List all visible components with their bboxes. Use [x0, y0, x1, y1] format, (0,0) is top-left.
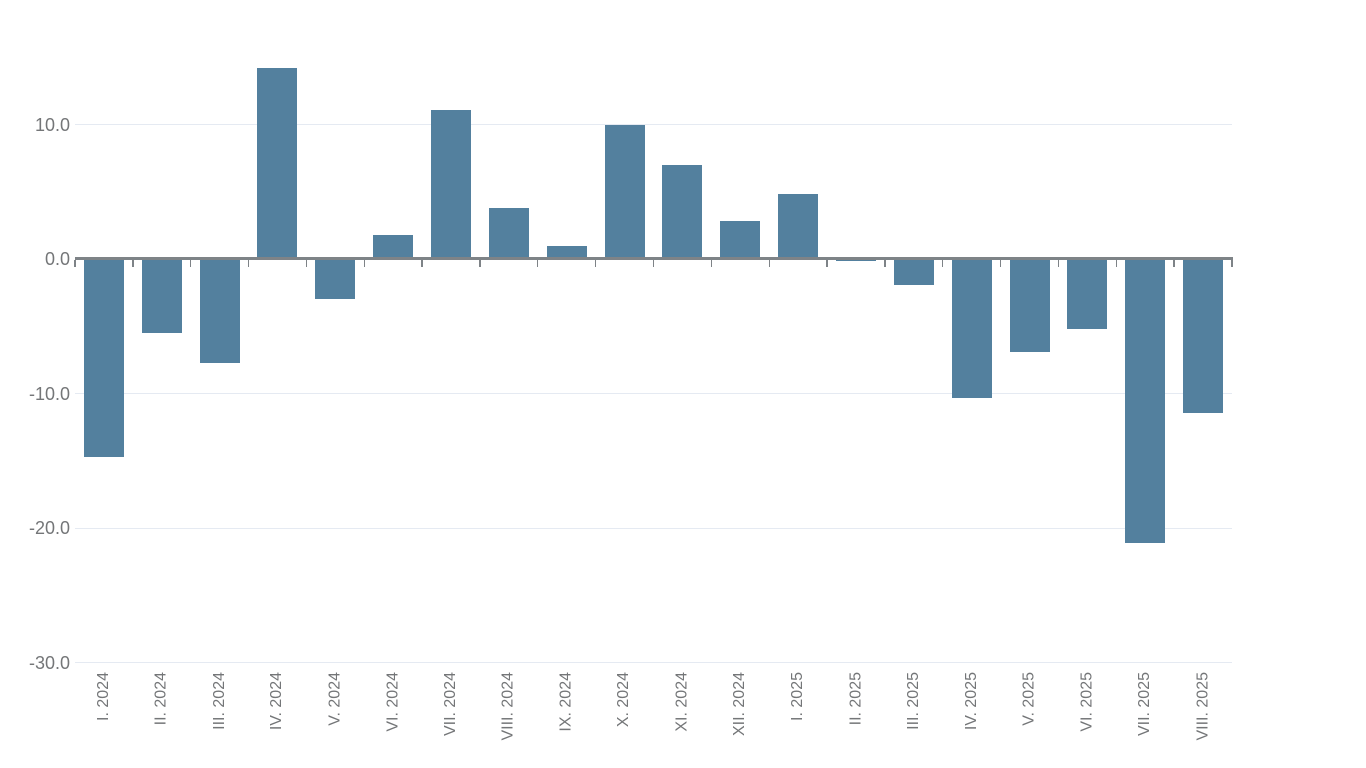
x-axis-label: VIII. 2025: [1194, 672, 1212, 741]
x-axis-line: [75, 257, 1233, 260]
x-axis-label: I. 2024: [94, 672, 112, 721]
axis-tick-mark: [1057, 259, 1060, 267]
bar[interactable]: [893, 259, 934, 286]
x-axis-label: I. 2025: [789, 672, 807, 721]
x-axis-label: IX. 2024: [557, 672, 575, 732]
bar[interactable]: [951, 259, 992, 399]
axis-tick-mark: [363, 259, 365, 267]
x-axis-label: X. 2024: [615, 672, 633, 728]
axis-tick-mark: [652, 259, 655, 267]
bar[interactable]: [488, 207, 529, 259]
bar[interactable]: [199, 259, 240, 364]
y-axis-label: -10.0: [28, 383, 70, 404]
bar[interactable]: [315, 259, 356, 299]
x-axis-label: IV. 2024: [268, 672, 286, 731]
axis-tick-mark: [479, 259, 481, 267]
x-axis-label: IV. 2025: [962, 672, 980, 731]
x-axis-label: XII. 2024: [731, 672, 749, 737]
axis-tick-mark: [768, 259, 770, 267]
x-axis-label: III. 2024: [210, 672, 228, 730]
bar[interactable]: [835, 259, 876, 261]
x-axis-label: III. 2025: [904, 672, 922, 730]
axis-tick-mark: [1231, 259, 1233, 267]
bar[interactable]: [604, 124, 645, 259]
bar[interactable]: [257, 68, 298, 259]
axis-tick-mark: [1115, 259, 1117, 267]
bar[interactable]: [83, 259, 124, 458]
axis-tick-mark: [74, 259, 76, 267]
x-axis-label: XI. 2024: [673, 672, 691, 732]
axis-tick-mark: [190, 259, 192, 267]
grid-line: [75, 393, 1232, 394]
x-axis-label: VII. 2024: [442, 672, 460, 737]
axis-tick-mark: [594, 259, 597, 267]
axis-tick-mark: [884, 259, 886, 267]
bar[interactable]: [662, 164, 703, 259]
axis-tick-mark: [942, 259, 944, 267]
bar[interactable]: [778, 194, 819, 259]
x-axis-label: V. 2025: [1020, 672, 1038, 726]
y-axis-label: -20.0: [28, 518, 70, 538]
x-axis-label: VII. 2025: [1136, 672, 1154, 737]
bar[interactable]: [141, 259, 182, 334]
x-axis-label: II. 2025: [846, 672, 864, 726]
x-axis-label: II. 2024: [152, 672, 170, 726]
axis-tick-mark: [826, 259, 828, 267]
grid-line: [75, 662, 1232, 663]
bar[interactable]: [1183, 259, 1224, 413]
axis-tick-mark: [999, 259, 1002, 267]
axis-tick-mark: [421, 259, 423, 267]
x-axis-label: VI. 2024: [384, 672, 402, 732]
grid-line: [75, 527, 1232, 529]
axis-tick-mark: [305, 259, 308, 267]
grid-line: [75, 124, 1232, 125]
bar[interactable]: [720, 221, 761, 259]
axis-tick-mark: [1173, 259, 1175, 267]
bar[interactable]: [1009, 259, 1050, 353]
y-axis-label: 0.0: [44, 249, 70, 269]
x-axis-label: VIII. 2024: [499, 672, 517, 741]
bar[interactable]: [373, 234, 414, 259]
bar[interactable]: [431, 109, 472, 259]
x-axis-label: VI. 2025: [1078, 672, 1096, 732]
bar[interactable]: [546, 245, 587, 259]
bar[interactable]: [1067, 259, 1108, 330]
axis-tick-mark: [710, 259, 713, 267]
axis-tick-mark: [247, 259, 250, 267]
y-axis-label: 10.0: [34, 114, 70, 135]
axis-tick-mark: [132, 259, 134, 267]
x-axis-label: V. 2024: [326, 672, 344, 726]
bar[interactable]: [1125, 259, 1166, 544]
y-axis-label: -30.0: [28, 652, 70, 673]
axis-tick-mark: [537, 259, 539, 267]
